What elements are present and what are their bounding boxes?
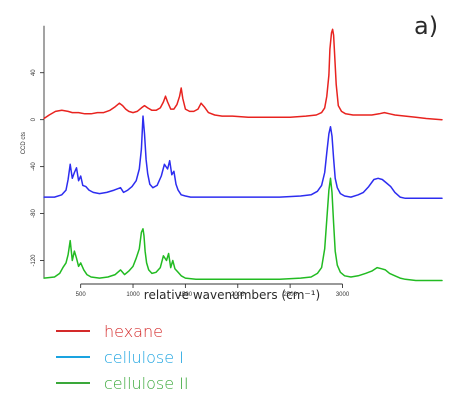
x-tick-label: 3000 [336,292,350,298]
chart-svg: 500 1000 1500 2000 2500 3000 0 40 -40 -80 -120 CCD… [21,25,443,298]
legend-item: cellulose I [56,344,189,370]
panel-label: a) [414,12,439,40]
y-tick-label: 0 [31,117,37,121]
legend-item: cellulose II [56,370,189,396]
x-tick-label: 500 [76,292,87,298]
legend-swatch [56,330,90,332]
series-group [43,28,443,282]
x-tick-label: 1500 [179,292,193,298]
legend-label: hexane [104,321,163,341]
x-axis-label: relative wavenumbers (cm⁻¹) [143,288,321,302]
legend-item: hexane [56,318,189,344]
y-tick-label: 40 [31,69,37,76]
x-tick-label: 2500 [283,292,297,298]
legend: hexane cellulose I cellulose II [56,318,189,396]
legend-label: cellulose II [104,373,189,393]
series-line-cellulose-II [43,177,443,282]
y-tick-label: -80 [31,209,37,218]
y-tick-label: -40 [31,162,37,171]
legend-swatch [56,356,90,358]
y-axis-label: CCD cts [21,132,27,154]
axes: 500 1000 1500 2000 2500 3000 0 40 -40 -80 -120 [31,25,350,298]
y-tick-label: -120 [31,254,37,267]
x-tick-label: 1000 [126,292,140,298]
legend-swatch [56,382,90,384]
raman-chart: 500 1000 1500 2000 2500 3000 0 40 -40 -80 -120 CCD… [21,12,443,302]
series-line-cellulose-I [43,115,443,200]
series-line-hexane [43,28,443,121]
x-tick-label: 2000 [231,292,245,298]
legend-label: cellulose I [104,347,184,367]
